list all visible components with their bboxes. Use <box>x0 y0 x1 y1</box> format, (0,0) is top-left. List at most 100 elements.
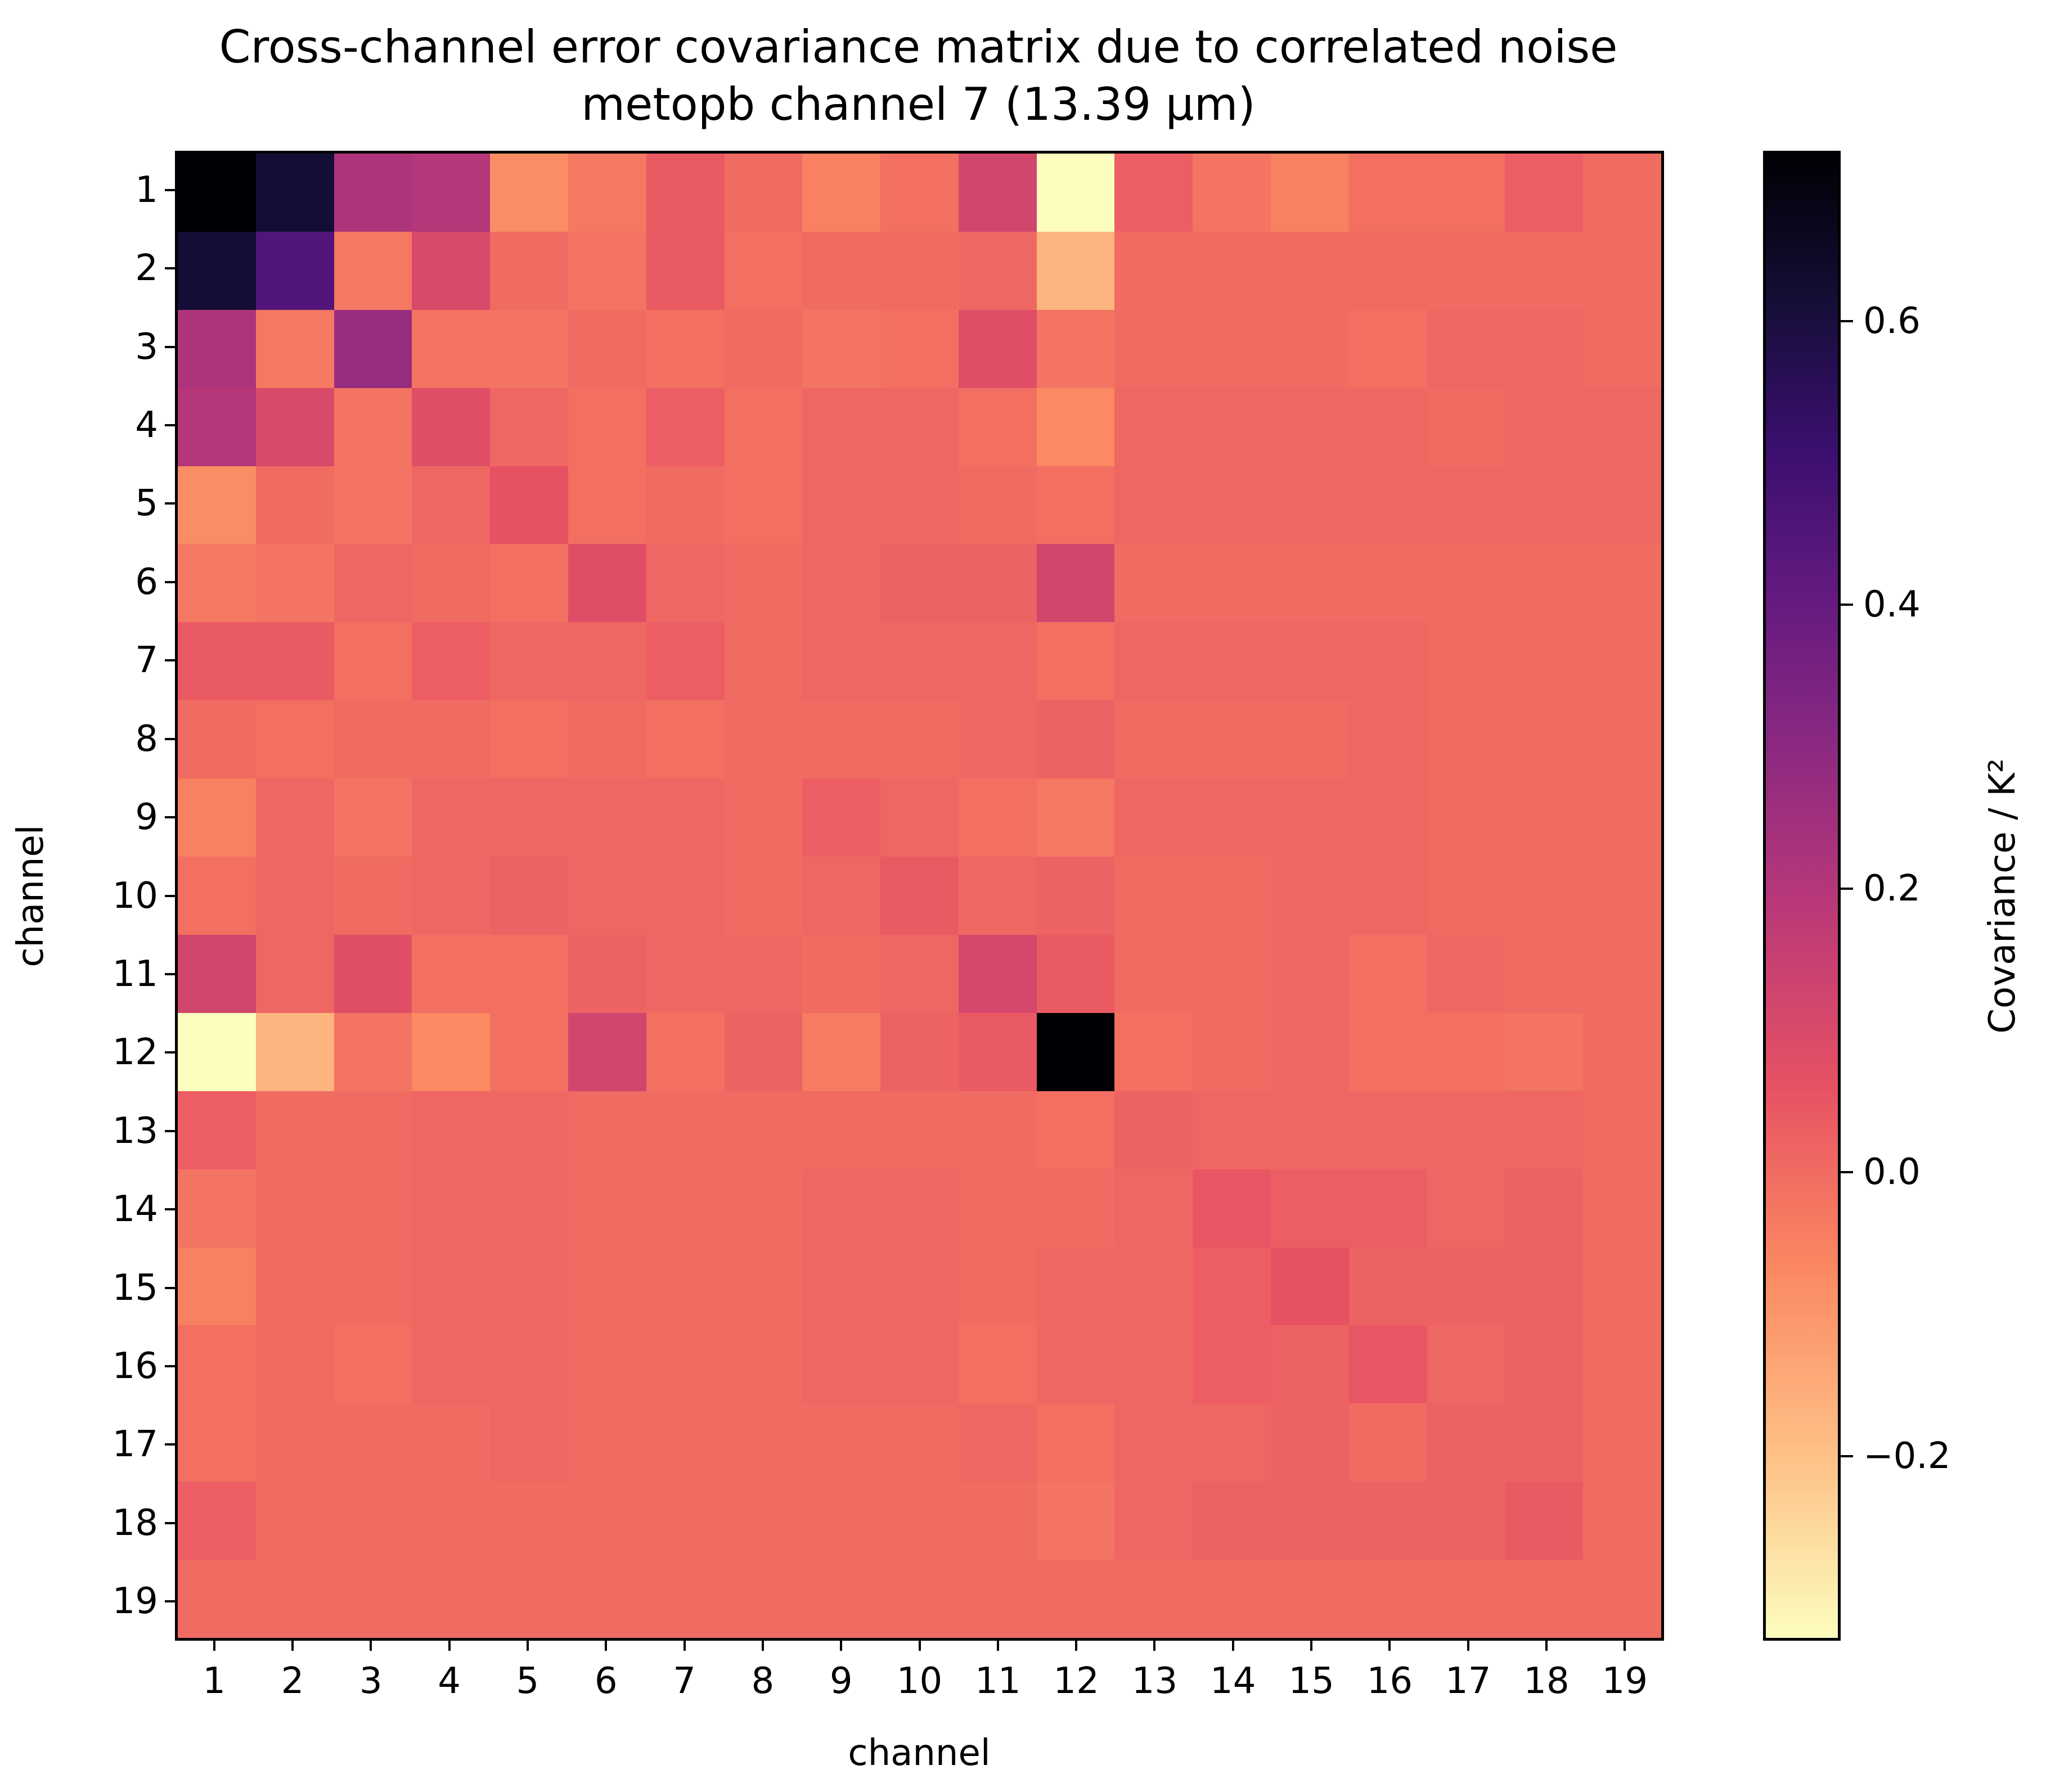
heatmap-cell <box>490 1560 568 1638</box>
heatmap-cell <box>646 388 725 466</box>
heatmap-cell <box>1583 700 1661 779</box>
heatmap-cell <box>490 778 568 857</box>
heatmap-cell <box>255 857 334 935</box>
heatmap-cell <box>724 1091 803 1169</box>
x-tick <box>1388 1641 1391 1651</box>
heatmap-cell <box>1505 1247 1584 1326</box>
heatmap-cell <box>1348 309 1427 388</box>
colorbar-tick-label: 0.6 <box>1863 300 1921 342</box>
heatmap-cell <box>568 544 646 623</box>
x-tick <box>605 1641 608 1651</box>
heatmap-cell <box>1193 857 1271 935</box>
heatmap-cell <box>1114 231 1193 310</box>
heatmap-cell <box>1114 544 1193 623</box>
heatmap-cell <box>802 1247 881 1326</box>
heatmap-cell <box>255 388 334 466</box>
heatmap-cell <box>724 934 803 1013</box>
y-tick-label: 7 <box>135 640 158 682</box>
heatmap-cell <box>958 934 1037 1013</box>
heatmap-cell <box>178 857 256 935</box>
heatmap-cell <box>1348 466 1427 544</box>
heatmap-cell <box>1505 1403 1584 1482</box>
heatmap-cell <box>1427 700 1505 779</box>
heatmap-cell <box>490 388 568 466</box>
heatmap-cell <box>1427 622 1505 701</box>
heatmap-cell <box>1505 466 1584 544</box>
heatmap-cell <box>1114 466 1193 544</box>
heatmap-cell <box>1583 1325 1661 1404</box>
heatmap-cell <box>178 544 256 623</box>
heatmap-cell <box>412 934 491 1013</box>
heatmap-cell <box>412 1169 491 1248</box>
heatmap-cell <box>178 778 256 857</box>
heatmap-cell <box>724 1482 803 1560</box>
heatmap-cell <box>255 1091 334 1169</box>
heatmap-cell <box>958 1169 1037 1248</box>
heatmap-cell <box>958 1403 1037 1482</box>
heatmap-cell <box>568 1247 646 1326</box>
heatmap-cell <box>334 934 412 1013</box>
heatmap-cell <box>646 1169 725 1248</box>
heatmap-cell <box>724 154 803 232</box>
colorbar-tick-label: 0.2 <box>1863 867 1921 909</box>
heatmap-cell <box>490 1325 568 1404</box>
heatmap-cell <box>334 1012 412 1091</box>
y-tick-label: 15 <box>112 1267 158 1309</box>
heatmap-cell <box>1348 778 1427 857</box>
heatmap-cell <box>646 857 725 935</box>
heatmap-cell <box>1505 1560 1584 1638</box>
x-tick-label: 13 <box>1131 1660 1178 1702</box>
heatmap-cell <box>958 1247 1037 1326</box>
chart-subtitle: metopb channel 7 (13.39 µm) <box>581 78 1256 130</box>
heatmap-cell <box>1036 700 1115 779</box>
heatmap-cell <box>412 154 491 232</box>
heatmap-cell <box>1036 622 1115 701</box>
heatmap-cell <box>1427 231 1505 310</box>
heatmap-cell <box>490 1247 568 1326</box>
heatmap-cell <box>1271 934 1349 1013</box>
heatmap-cell <box>1036 154 1115 232</box>
heatmap-cell <box>1271 1403 1349 1482</box>
heatmap-cell <box>255 154 334 232</box>
heatmap-cell <box>1114 700 1193 779</box>
y-tick-label: 14 <box>112 1188 158 1231</box>
heatmap-cell <box>568 700 646 779</box>
heatmap-cell <box>1036 544 1115 623</box>
y-tick-label: 6 <box>135 561 158 603</box>
heatmap-cell <box>1193 1325 1271 1404</box>
heatmap-cell <box>1583 857 1661 935</box>
heatmap-cell <box>880 1325 959 1404</box>
heatmap-cell <box>1427 309 1505 388</box>
heatmap-cell <box>1583 1247 1661 1326</box>
heatmap-cell <box>1271 1247 1349 1326</box>
heatmap-cell <box>1505 231 1584 310</box>
heatmap-cell <box>646 154 725 232</box>
heatmap-cell <box>880 154 959 232</box>
x-tick-label: 11 <box>975 1660 1021 1702</box>
heatmap-cell <box>1427 1560 1505 1638</box>
heatmap-cell <box>958 778 1037 857</box>
heatmap-cell <box>490 309 568 388</box>
heatmap-cell <box>880 1247 959 1326</box>
heatmap-cell <box>255 1247 334 1326</box>
y-tick <box>165 659 175 662</box>
heatmap-cell <box>1427 1403 1505 1482</box>
x-tick-label: 12 <box>1053 1660 1099 1702</box>
heatmap-cell <box>1583 1560 1661 1638</box>
heatmap-cell <box>412 857 491 935</box>
heatmap-cell <box>802 622 881 701</box>
heatmap-cell <box>1583 1403 1661 1482</box>
heatmap-cell <box>1348 1325 1427 1404</box>
y-tick <box>165 1521 175 1524</box>
heatmap-cell <box>1271 1169 1349 1248</box>
heatmap-cell <box>1193 544 1271 623</box>
heatmap-cell <box>1193 1091 1271 1169</box>
heatmap-cell <box>1427 388 1505 466</box>
heatmap-cell <box>1036 309 1115 388</box>
heatmap-cell <box>724 1560 803 1638</box>
heatmap-cell <box>490 934 568 1013</box>
heatmap-cell <box>958 1325 1037 1404</box>
heatmap-cell <box>1348 231 1427 310</box>
heatmap-cell <box>178 1247 256 1326</box>
heatmap-cell <box>724 309 803 388</box>
